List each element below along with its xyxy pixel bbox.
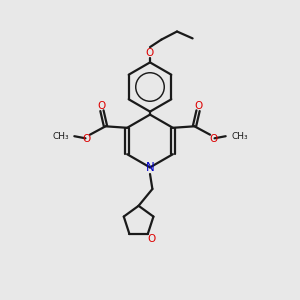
Text: O: O: [147, 234, 155, 244]
Text: N: N: [146, 161, 154, 174]
Text: O: O: [209, 134, 218, 144]
Text: O: O: [194, 100, 202, 111]
Text: O: O: [98, 100, 106, 111]
Text: CH₃: CH₃: [231, 132, 248, 141]
Text: CH₃: CH₃: [52, 132, 69, 141]
Text: O: O: [82, 134, 91, 144]
Text: O: O: [146, 47, 154, 58]
